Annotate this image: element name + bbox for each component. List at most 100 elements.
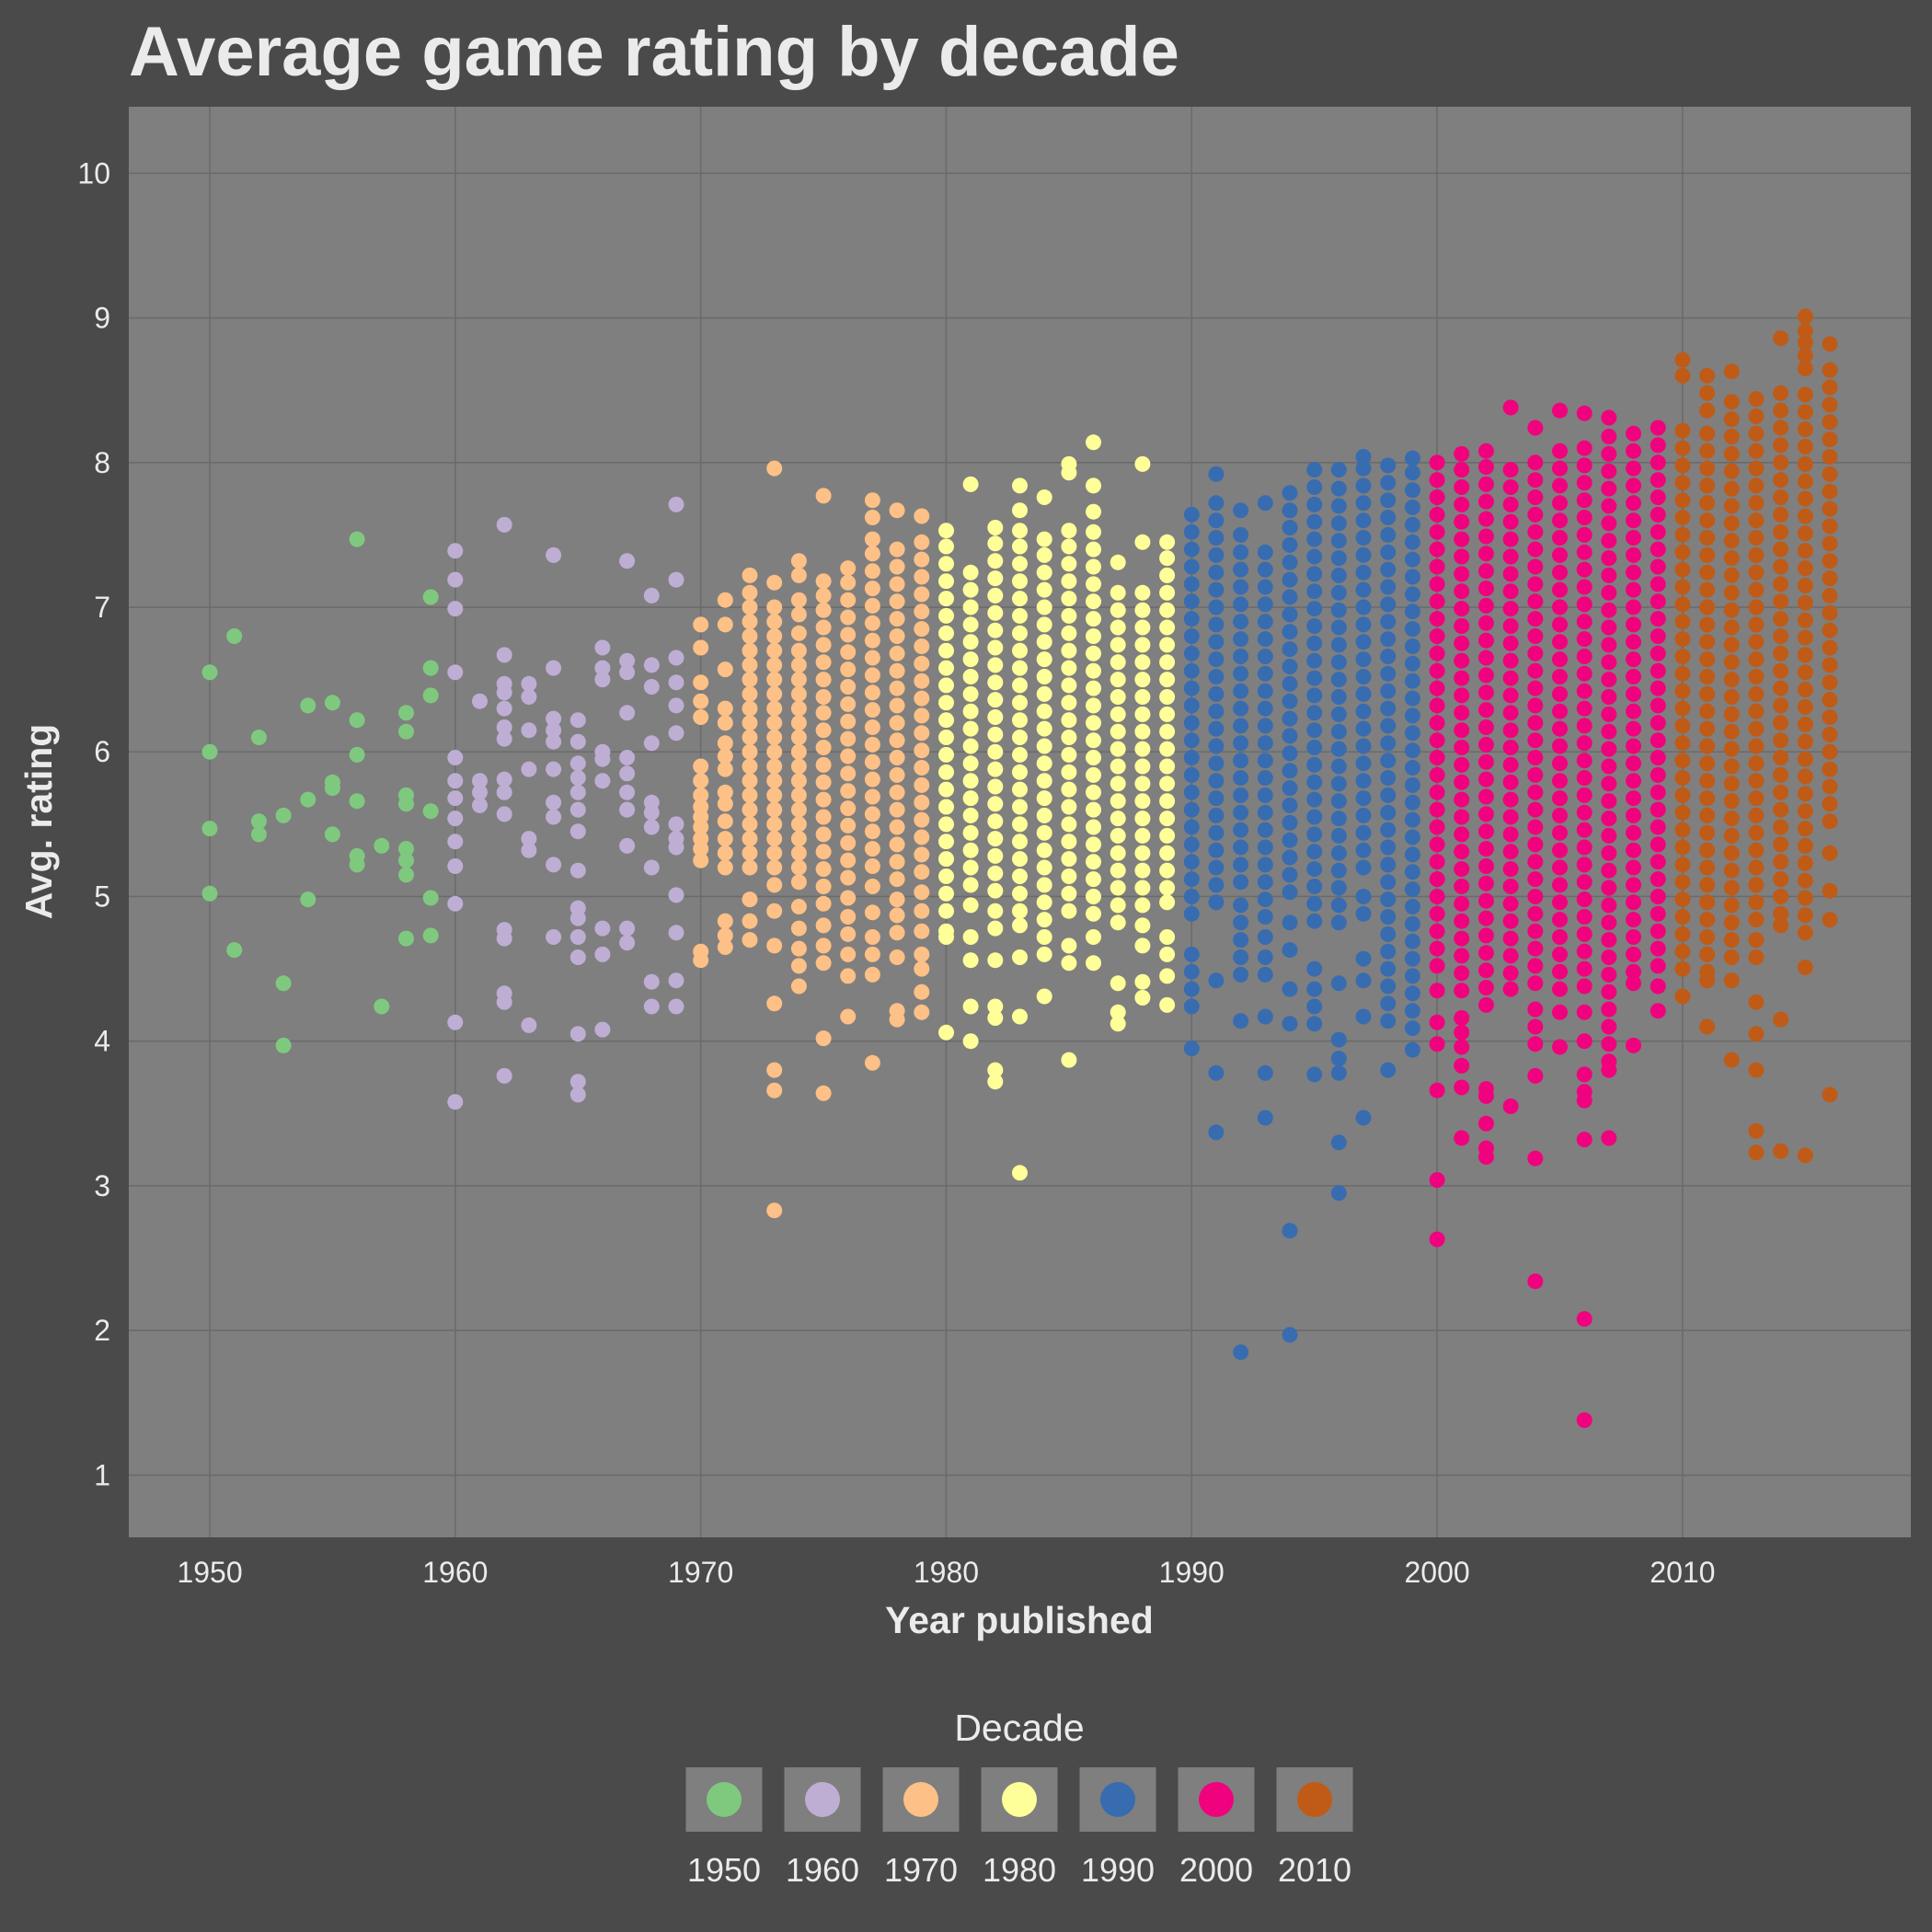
data-point: [1036, 546, 1052, 563]
data-point: [1626, 859, 1641, 876]
data-point: [447, 834, 464, 850]
data-point: [742, 700, 758, 717]
data-point: [472, 784, 488, 800]
data-point: [1012, 502, 1028, 519]
data-point: [1330, 1051, 1347, 1067]
data-point: [790, 567, 807, 583]
data-point: [1527, 1036, 1544, 1052]
data-point: [1552, 963, 1568, 980]
data-point: [1404, 621, 1420, 638]
data-point: [1404, 551, 1420, 568]
data-point: [1110, 672, 1126, 688]
data-point: [1257, 735, 1273, 752]
data-point: [1159, 602, 1176, 618]
data-point: [987, 882, 1004, 899]
data-point: [889, 819, 905, 835]
data-point: [1576, 770, 1593, 786]
data-point: [1086, 593, 1101, 610]
data-point: [668, 697, 684, 714]
data-point: [1674, 735, 1691, 752]
data-point: [987, 813, 1004, 830]
data-point: [569, 784, 586, 800]
x-tick-label: 2000: [1404, 1556, 1469, 1589]
data-point: [840, 852, 857, 868]
data-point: [938, 523, 954, 539]
data-point: [398, 867, 414, 883]
data-point: [324, 780, 340, 797]
data-point: [1478, 841, 1494, 857]
data-point: [1674, 422, 1691, 439]
data-point: [742, 657, 758, 673]
data-point: [864, 823, 880, 840]
data-point: [1208, 894, 1225, 911]
data-point: [1822, 431, 1838, 448]
data-point: [1773, 766, 1789, 783]
data-point: [1404, 707, 1420, 724]
data-point: [1552, 402, 1568, 419]
data-point: [1601, 793, 1617, 810]
data-point: [349, 793, 365, 810]
data-point: [472, 773, 488, 789]
data-point: [1355, 651, 1372, 668]
data-point: [1233, 857, 1249, 873]
data-point: [496, 647, 512, 663]
data-point: [693, 852, 709, 868]
data-point: [1404, 725, 1420, 742]
data-point: [1552, 1004, 1568, 1020]
data-point: [1822, 535, 1838, 552]
data-point: [1822, 449, 1838, 465]
data-point: [1626, 616, 1641, 633]
data-point: [422, 687, 439, 704]
data-point: [790, 685, 807, 702]
data-point: [1454, 774, 1470, 790]
data-point: [1650, 854, 1666, 870]
data-point: [619, 553, 636, 569]
data-point: [1036, 685, 1052, 702]
data-point: [1012, 1165, 1028, 1181]
data-point: [1502, 548, 1519, 565]
data-point: [1061, 955, 1077, 972]
series-1990: [1183, 449, 1420, 1361]
data-point: [496, 730, 512, 747]
data-point: [1552, 824, 1568, 841]
data-point: [1502, 774, 1519, 790]
data-point: [1552, 790, 1568, 807]
data-point: [914, 923, 930, 939]
data-point: [1208, 685, 1225, 702]
y-tick-label: 5: [94, 880, 110, 913]
data-point: [1723, 515, 1740, 532]
legend-swatch: [1199, 1782, 1234, 1817]
data-point: [987, 778, 1004, 795]
data-point: [1822, 500, 1838, 517]
data-point: [447, 601, 464, 617]
data-point: [815, 861, 832, 878]
data-point: [1208, 824, 1225, 841]
data-point: [766, 937, 783, 954]
data-point: [1552, 946, 1568, 962]
data-point: [914, 638, 930, 654]
data-point: [840, 800, 857, 817]
data-point: [1306, 1016, 1323, 1032]
data-point: [1086, 750, 1101, 765]
x-axis-title: Year published: [885, 1599, 1154, 1641]
data-point: [1282, 780, 1298, 797]
data-point: [790, 715, 807, 731]
data-point: [1527, 958, 1544, 974]
data-point: [546, 546, 562, 563]
data-point: [1355, 634, 1372, 650]
data-point: [546, 857, 562, 873]
data-point: [1380, 457, 1397, 474]
data-point: [1404, 1003, 1420, 1019]
data-point: [1134, 706, 1151, 722]
data-point: [569, 823, 586, 840]
data-point: [1797, 699, 1813, 715]
data-point: [1159, 845, 1176, 861]
data-point: [1601, 602, 1617, 618]
data-point: [1086, 905, 1101, 922]
data-point: [1797, 803, 1813, 820]
data-point: [1552, 720, 1568, 737]
data-point: [1650, 680, 1666, 696]
legend-item-1970: 1970: [882, 1767, 960, 1889]
data-point: [1723, 758, 1740, 775]
